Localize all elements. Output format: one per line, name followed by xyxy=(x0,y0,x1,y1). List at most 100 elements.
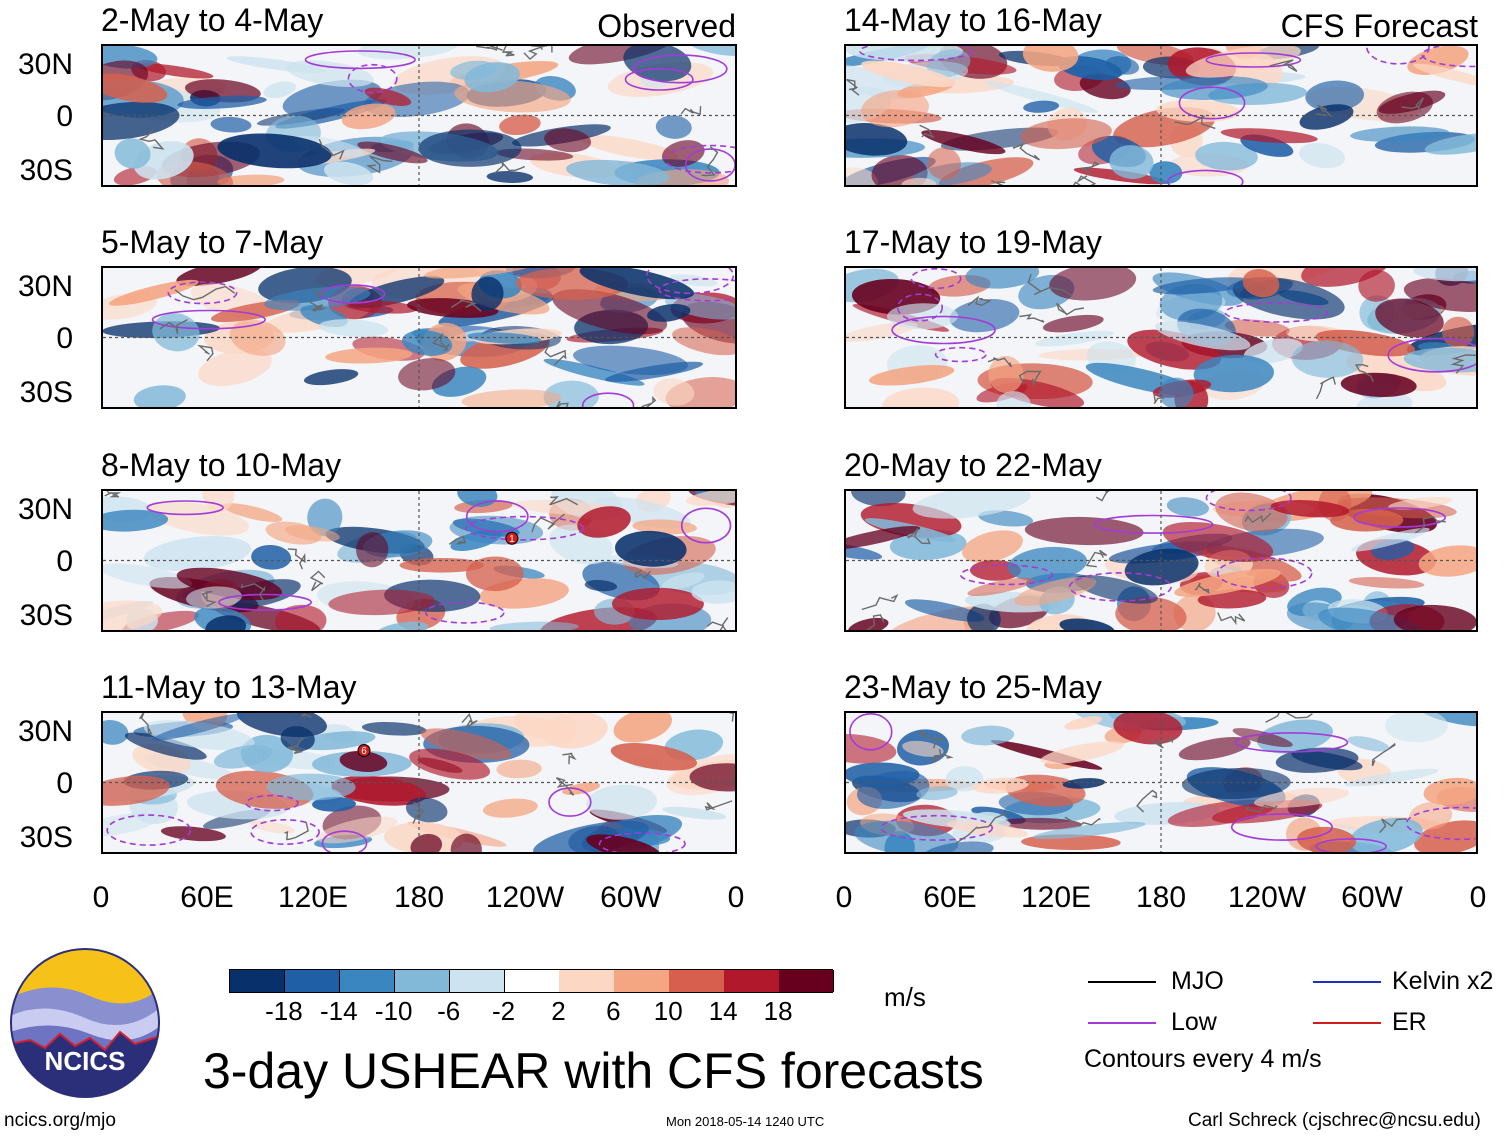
anomaly-blob xyxy=(1040,741,1125,764)
coastline xyxy=(531,46,543,51)
coastline xyxy=(501,46,515,57)
anomaly-field: 6 xyxy=(103,713,735,852)
anomaly-blob xyxy=(846,733,897,764)
lon-tick-label: 180 xyxy=(1135,881,1187,914)
low-contour xyxy=(858,46,973,62)
low-contour xyxy=(548,787,592,817)
anomaly-blob xyxy=(341,103,396,130)
anomaly-blob xyxy=(1291,340,1364,378)
coastline xyxy=(1245,804,1278,813)
anomaly-blob xyxy=(176,268,262,286)
anomaly-blob xyxy=(1358,269,1395,302)
anomaly-blob xyxy=(848,617,889,630)
anomaly-blob xyxy=(346,300,418,314)
anomaly-blob xyxy=(251,544,292,570)
legend-line-mjo xyxy=(1088,981,1156,983)
anomaly-blob xyxy=(1022,46,1079,72)
low-contour xyxy=(959,564,1054,586)
footer-timestamp: Mon 2018-05-14 1240 UTC xyxy=(666,1114,825,1129)
legend-label-mjo: MJO xyxy=(1171,967,1224,995)
anomaly-blob xyxy=(143,536,252,572)
colorbar-tick-label: -10 xyxy=(374,996,413,1026)
anomaly-blob xyxy=(1156,99,1240,122)
anomaly-blob xyxy=(160,826,226,842)
anomaly-blob xyxy=(1035,330,1114,347)
anomaly-blob xyxy=(1149,161,1183,185)
low-contour xyxy=(1224,302,1329,323)
anomaly-blob xyxy=(998,817,1082,830)
coastline xyxy=(366,155,393,174)
coastline xyxy=(991,179,1006,185)
anomaly-blob xyxy=(1193,354,1274,393)
coastline xyxy=(1217,612,1246,625)
anomaly-blob xyxy=(610,743,698,771)
low-contour xyxy=(1205,491,1292,512)
anomaly-blob xyxy=(331,775,427,806)
anomaly-blob xyxy=(861,89,929,128)
anomaly-blob xyxy=(103,720,129,745)
map-panel-obs-3: 1 xyxy=(101,489,737,632)
storm-marker: 1 xyxy=(505,531,519,545)
anomaly-blob xyxy=(1024,516,1144,546)
anomaly-blob xyxy=(461,389,562,407)
map-panel-fcst-4 xyxy=(844,711,1478,854)
anomaly-blob xyxy=(613,713,672,743)
lon-tick-label: 0 xyxy=(727,881,745,914)
anomaly-blob xyxy=(586,834,662,852)
anomaly-blob xyxy=(1403,278,1476,312)
anomaly-blob xyxy=(1305,80,1365,112)
anomaly-blob xyxy=(103,775,170,806)
anomaly-blob xyxy=(912,491,1031,519)
anomaly-blob xyxy=(124,732,207,760)
coastline xyxy=(1012,142,1040,161)
anomaly-blob xyxy=(967,603,1001,630)
anomaly-blob xyxy=(274,604,327,630)
coastline xyxy=(313,288,325,299)
anomaly-blob xyxy=(1413,63,1476,87)
anomaly-blob xyxy=(357,141,428,164)
low-contour xyxy=(1366,46,1430,65)
lat-tick-label: 30S xyxy=(19,821,73,854)
anomaly-blob xyxy=(1243,338,1303,364)
colorbar-tick-label: -14 xyxy=(320,996,358,1026)
coastline xyxy=(138,129,165,150)
coastline xyxy=(907,528,931,545)
coastline xyxy=(1371,743,1396,767)
anomaly-blob xyxy=(450,833,482,852)
storm-marker-label: 6 xyxy=(361,746,367,757)
low-contour xyxy=(347,63,398,94)
anomaly-blob xyxy=(846,542,883,560)
coastline xyxy=(240,583,266,603)
colorbar-tick-label: -6 xyxy=(437,996,461,1026)
observed-label: Observed xyxy=(597,8,736,44)
anomaly-blob xyxy=(361,721,427,736)
anomaly-blob xyxy=(544,128,592,153)
coastline xyxy=(1018,370,1042,386)
anomaly-blob xyxy=(1049,268,1137,301)
anomaly-blob xyxy=(1291,750,1363,771)
anomaly-blob xyxy=(542,713,608,749)
map-panel-obs-4: 6 xyxy=(101,711,737,854)
anomaly-blob xyxy=(566,159,670,185)
low-contour xyxy=(624,68,694,91)
anomaly-blob xyxy=(904,599,985,622)
anomaly-blob xyxy=(471,276,504,312)
anomaly-blob xyxy=(1442,316,1475,349)
coastline xyxy=(1136,789,1158,813)
anomaly-blob xyxy=(152,313,200,352)
coastline xyxy=(706,617,729,630)
coastline xyxy=(201,590,217,607)
low-contour xyxy=(896,293,944,322)
anomaly-blob xyxy=(1340,372,1417,397)
coastline xyxy=(309,570,326,592)
low-contour xyxy=(1093,514,1214,534)
anomaly-blob xyxy=(103,563,193,589)
anomaly-blob xyxy=(846,63,923,99)
coastline xyxy=(197,344,214,362)
low-contour xyxy=(106,814,192,846)
low-contour xyxy=(664,144,735,174)
coastline xyxy=(1315,376,1336,400)
map-panel-fcst-3 xyxy=(844,489,1478,632)
anomaly-blob xyxy=(317,816,398,844)
anomaly-blob xyxy=(1062,778,1106,789)
